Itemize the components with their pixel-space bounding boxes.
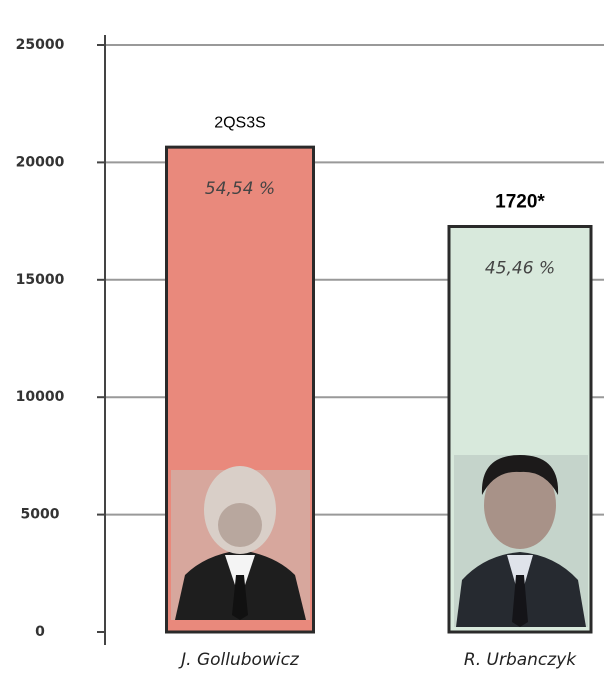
photo-1	[171, 466, 310, 620]
y-tick-label: 15000	[16, 272, 65, 288]
percent-label: 54,54 %	[205, 179, 275, 199]
photos	[171, 455, 588, 627]
x-tick-label: R. Urbanczyk	[464, 650, 577, 670]
y-tick-label: 0	[35, 624, 45, 640]
y-tick-label: 25000	[16, 37, 65, 53]
y-tick-label: 5000	[21, 507, 60, 523]
percent-label: 45,46 %	[485, 259, 555, 279]
photo-2	[454, 455, 588, 627]
chart: 0 5000 10000 15000 20000 25000 54,54 % 2QS3S J. …	[0, 0, 604, 675]
bar-label: 2QS3S	[214, 114, 266, 131]
y-tick-label: 10000	[16, 389, 65, 405]
x-tick-label: J. Gollubowicz	[178, 650, 300, 670]
y-tick-label: 20000	[16, 154, 65, 170]
bar-label: 1720*	[495, 192, 545, 213]
